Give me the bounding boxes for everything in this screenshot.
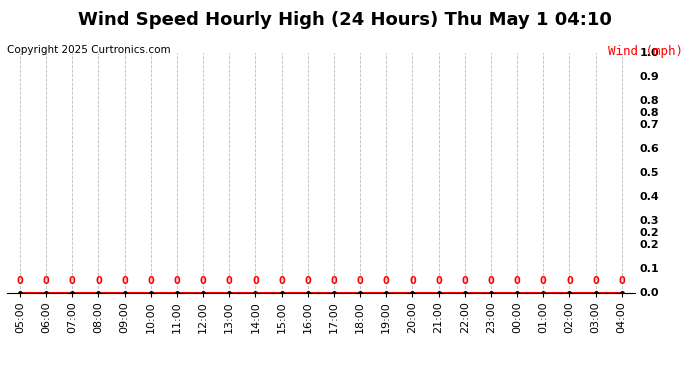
Text: 0: 0	[199, 276, 206, 285]
Text: 0: 0	[513, 276, 520, 285]
Text: 0: 0	[252, 276, 259, 285]
Text: 0: 0	[174, 276, 180, 285]
Text: 0: 0	[226, 276, 233, 285]
Text: 0: 0	[435, 276, 442, 285]
Text: 0: 0	[331, 276, 337, 285]
Text: 0: 0	[304, 276, 311, 285]
Text: 0: 0	[17, 276, 23, 285]
Text: 0: 0	[357, 276, 364, 285]
Text: 0: 0	[488, 276, 494, 285]
Text: 0: 0	[409, 276, 416, 285]
Text: 0: 0	[148, 276, 154, 285]
Text: Wind Speed Hourly High (24 Hours) Thu May 1 04:10: Wind Speed Hourly High (24 Hours) Thu Ma…	[78, 11, 612, 29]
Text: Wind (mph): Wind (mph)	[608, 45, 683, 58]
Text: 0: 0	[540, 276, 546, 285]
Text: 0: 0	[592, 276, 599, 285]
Text: 0: 0	[618, 276, 625, 285]
Text: 0: 0	[121, 276, 128, 285]
Text: 0: 0	[566, 276, 573, 285]
Text: Copyright 2025 Curtronics.com: Copyright 2025 Curtronics.com	[7, 45, 170, 55]
Text: 0: 0	[95, 276, 102, 285]
Text: 0: 0	[462, 276, 468, 285]
Text: 0: 0	[69, 276, 76, 285]
Text: 0: 0	[383, 276, 390, 285]
Text: 0: 0	[278, 276, 285, 285]
Text: 0: 0	[43, 276, 50, 285]
